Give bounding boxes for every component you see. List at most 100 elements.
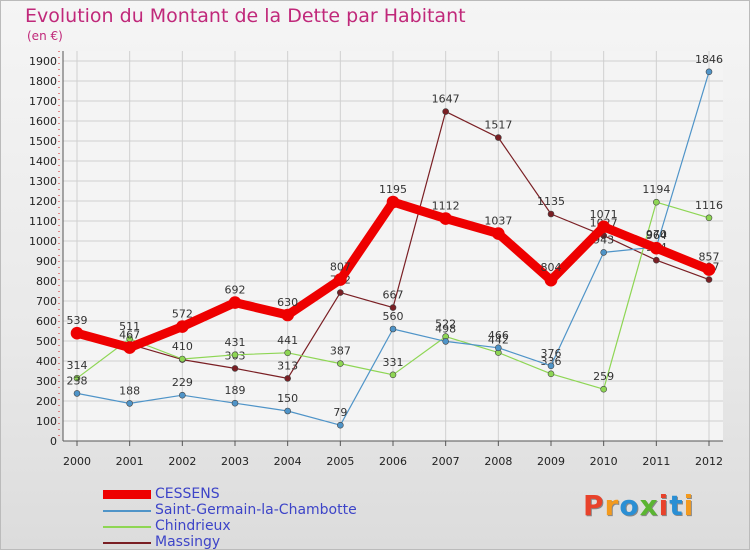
data-label-saint-germain-la-chambotte: 150 xyxy=(277,392,298,405)
legend-label: Saint-Germain-la-Chambotte xyxy=(155,502,357,518)
y-tick-label: 1800 xyxy=(29,75,57,88)
data-point-cessens xyxy=(386,195,400,209)
legend-swatch xyxy=(103,542,151,544)
data-point-saint-germain-la-chambotte xyxy=(179,391,186,399)
data-point-saint-germain-la-chambotte xyxy=(705,68,713,76)
data-label-chindrieux: 522 xyxy=(435,318,456,331)
x-tick-label: 2012 xyxy=(695,455,723,468)
data-label-cessens: 1195 xyxy=(379,183,407,196)
data-label-chindrieux: 441 xyxy=(277,334,298,347)
data-label-cessens: 467 xyxy=(119,329,140,342)
y-tick-label: 1900 xyxy=(29,55,57,68)
data-point-cessens xyxy=(176,320,189,333)
data-point-cessens xyxy=(334,273,347,286)
data-point-chindrieux xyxy=(389,371,397,379)
data-point-saint-germain-la-chambotte xyxy=(73,390,81,397)
data-label-saint-germain-la-chambotte: 1846 xyxy=(695,53,723,66)
data-point-massingy xyxy=(705,276,713,283)
data-point-saint-germain-la-chambotte xyxy=(547,362,555,370)
data-label-cessens: 1037 xyxy=(484,215,512,228)
data-point-massingy xyxy=(231,365,239,372)
data-label-saint-germain-la-chambotte: 229 xyxy=(172,376,193,389)
data-point-massingy xyxy=(653,256,660,264)
data-point-cessens xyxy=(228,296,242,309)
data-label-saint-germain-la-chambotte: 238 xyxy=(67,374,88,387)
y-tick-label: 1400 xyxy=(29,155,57,168)
data-label-cessens: 1112 xyxy=(432,200,460,213)
y-tick-label: 900 xyxy=(36,255,57,268)
data-point-massingy xyxy=(547,210,555,218)
data-point-saint-germain-la-chambotte xyxy=(284,407,291,415)
data-label-chindrieux: 511 xyxy=(119,320,140,333)
data-point-massingy xyxy=(495,134,502,141)
data-point-chindrieux xyxy=(337,360,344,367)
data-point-cessens xyxy=(439,212,452,225)
chart-unit: (en €) xyxy=(27,29,63,43)
data-point-massingy xyxy=(337,289,344,296)
data-label-chindrieux: 442 xyxy=(488,334,509,347)
data-point-cessens xyxy=(702,263,716,276)
chart-title: Evolution du Montant de la Dette par Hab… xyxy=(25,5,466,27)
data-point-chindrieux xyxy=(705,214,713,222)
data-label-cessens: 1071 xyxy=(590,208,618,221)
data-point-chindrieux xyxy=(653,198,660,206)
data-label-saint-germain-la-chambotte: 188 xyxy=(119,384,140,397)
proxiti-logo: Proxiti xyxy=(583,489,695,522)
x-tick-label: 2009 xyxy=(537,455,565,468)
data-label-massingy: 1517 xyxy=(484,119,512,132)
data-label-chindrieux: 331 xyxy=(383,356,404,369)
data-label-chindrieux: 1194 xyxy=(642,183,670,196)
data-point-chindrieux xyxy=(179,355,186,363)
x-tick-label: 2004 xyxy=(274,455,302,468)
legend-label: Chindrieux xyxy=(155,518,231,534)
data-point-chindrieux xyxy=(547,370,555,378)
y-tick-label: 200 xyxy=(36,395,57,408)
data-point-cessens xyxy=(281,308,294,322)
data-label-massingy: 667 xyxy=(383,289,404,302)
data-point-massingy xyxy=(389,304,397,311)
legend-label: Massingy xyxy=(155,534,221,550)
data-label-cessens: 964 xyxy=(646,229,667,242)
data-point-cessens xyxy=(70,326,84,340)
data-point-cessens xyxy=(544,273,558,287)
y-tick-label: 1200 xyxy=(29,195,57,208)
data-point-chindrieux xyxy=(600,385,607,393)
x-tick-label: 2005 xyxy=(326,455,354,468)
data-point-saint-germain-la-chambotte xyxy=(337,421,344,429)
y-tick-label: 1500 xyxy=(29,135,57,148)
data-point-cessens xyxy=(492,227,505,240)
y-tick-label: 1700 xyxy=(29,95,57,108)
data-label-chindrieux: 259 xyxy=(593,370,614,383)
y-tick-label: 1300 xyxy=(29,175,57,188)
data-label-saint-germain-la-chambotte: 498 xyxy=(435,322,456,335)
data-label-saint-germain-la-chambotte: 466 xyxy=(488,329,509,342)
data-point-cessens xyxy=(650,241,663,255)
y-tick-label: 600 xyxy=(36,315,57,328)
data-label-saint-germain-la-chambotte: 79 xyxy=(333,406,347,419)
data-label-massingy: 1135 xyxy=(537,195,565,208)
data-label-cessens: 572 xyxy=(172,308,193,321)
data-label-saint-germain-la-chambotte: 376 xyxy=(541,347,562,360)
data-label-massingy: 1647 xyxy=(432,93,460,106)
data-point-saint-germain-la-chambotte xyxy=(442,338,449,345)
data-point-saint-germain-la-chambotte xyxy=(495,344,502,352)
data-label-massingy: 313 xyxy=(277,359,298,372)
x-tick-label: 2008 xyxy=(484,455,512,468)
data-point-cessens xyxy=(597,220,610,234)
x-tick-label: 2011 xyxy=(642,455,670,468)
data-point-saint-germain-la-chambotte xyxy=(600,249,607,256)
x-tick-label: 2010 xyxy=(590,455,618,468)
data-point-chindrieux xyxy=(284,349,291,357)
x-tick-label: 2007 xyxy=(432,455,460,468)
data-point-saint-germain-la-chambotte xyxy=(231,399,239,407)
data-point-massingy xyxy=(442,108,449,115)
data-label-cessens: 804 xyxy=(541,261,562,274)
y-tick-label: 100 xyxy=(36,415,57,428)
data-label-chindrieux: 387 xyxy=(330,345,351,358)
data-label-saint-germain-la-chambotte: 189 xyxy=(225,384,246,397)
y-tick-label: 400 xyxy=(36,355,57,368)
data-label-chindrieux: 314 xyxy=(67,359,88,372)
y-tick-label: 0 xyxy=(50,435,57,448)
